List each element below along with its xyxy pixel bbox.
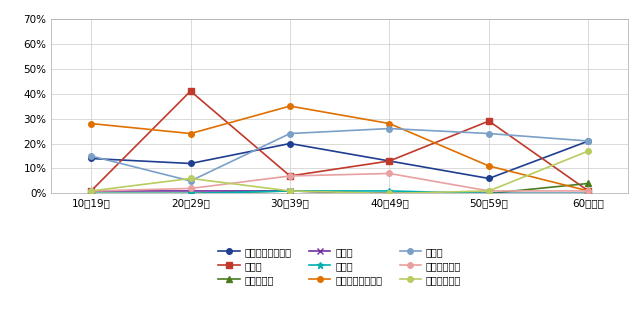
結婚・離婚・縁組 bbox=[585, 189, 592, 193]
転　動 bbox=[286, 174, 294, 178]
就職・転職・転業 bbox=[585, 139, 592, 143]
生活の利便性 bbox=[485, 189, 493, 193]
退職・廣業 bbox=[187, 192, 194, 195]
交通の利便性 bbox=[585, 189, 592, 193]
生活の利便性 bbox=[286, 189, 294, 193]
就職・転職・転業 bbox=[386, 159, 394, 163]
Line: 転　動: 転 動 bbox=[88, 88, 591, 194]
Line: 住　宅: 住 宅 bbox=[88, 126, 591, 184]
Line: 退職・廣業: 退職・廣業 bbox=[88, 181, 591, 196]
住　宅 bbox=[585, 139, 592, 143]
生活の利便性 bbox=[187, 177, 194, 180]
卒　業 bbox=[386, 189, 394, 193]
Line: 就職・転職・転業: 就職・転職・転業 bbox=[88, 138, 591, 181]
交通の利便性 bbox=[485, 189, 493, 193]
転　動 bbox=[485, 119, 493, 123]
Line: 卒　業: 卒 業 bbox=[88, 188, 592, 197]
卒　業 bbox=[585, 192, 592, 195]
Line: 交通の利便性: 交通の利便性 bbox=[88, 171, 591, 194]
住　宅 bbox=[187, 179, 194, 183]
Line: 就　学: 就 学 bbox=[88, 188, 591, 196]
住　宅 bbox=[386, 127, 394, 130]
結婚・離婚・縁組 bbox=[187, 132, 194, 135]
退職・廣業 bbox=[485, 192, 493, 195]
結婚・離婚・縁組 bbox=[87, 122, 95, 125]
生活の利便性 bbox=[585, 149, 592, 153]
就職・転職・転業 bbox=[187, 162, 194, 165]
卒　業 bbox=[87, 192, 95, 195]
退職・廣業 bbox=[87, 192, 95, 195]
就　学 bbox=[386, 192, 394, 195]
就　学 bbox=[87, 189, 95, 193]
交通の利便性 bbox=[286, 174, 294, 178]
卒　業 bbox=[187, 192, 194, 195]
退職・廣業 bbox=[286, 189, 294, 193]
転　動 bbox=[386, 159, 394, 163]
結婚・離婚・縁組 bbox=[386, 122, 394, 125]
卒　業 bbox=[286, 189, 294, 193]
就職・転職・転業 bbox=[87, 157, 95, 160]
Line: 結婚・離婚・縁組: 結婚・離婚・縁組 bbox=[88, 103, 591, 194]
転　動 bbox=[585, 189, 592, 193]
転　動 bbox=[187, 89, 194, 93]
住　宅 bbox=[485, 132, 493, 135]
転　動 bbox=[87, 189, 95, 193]
交通の利便性 bbox=[386, 172, 394, 175]
Legend: 就職・転職・転業, 転　動, 退職・廣業, 就　学, 卒　業, 結婚・離婚・縁組, 住　宅, 交通の利便性, 生活の利便性: 就職・転職・転業, 転 動, 退職・廣業, 就 学, 卒 業, 結婚・離婚・縁組… bbox=[218, 247, 462, 285]
退職・廣業 bbox=[386, 192, 394, 195]
就　学 bbox=[585, 192, 592, 195]
生活の利便性 bbox=[87, 189, 95, 193]
結婚・離婚・縁組 bbox=[485, 164, 493, 168]
就職・転職・転業 bbox=[485, 177, 493, 180]
就　学 bbox=[187, 189, 194, 193]
結婚・離婚・縁組 bbox=[286, 104, 294, 108]
住　宅 bbox=[87, 154, 95, 158]
生活の利便性 bbox=[386, 192, 394, 195]
就　学 bbox=[286, 189, 294, 193]
就職・転職・転業 bbox=[286, 142, 294, 145]
卒　業 bbox=[485, 192, 493, 195]
住　宅 bbox=[286, 132, 294, 135]
交通の利便性 bbox=[87, 189, 95, 193]
退職・廣業 bbox=[585, 182, 592, 185]
交通の利便性 bbox=[187, 187, 194, 190]
Line: 生活の利便性: 生活の利便性 bbox=[88, 148, 591, 196]
就　学 bbox=[485, 192, 493, 195]
